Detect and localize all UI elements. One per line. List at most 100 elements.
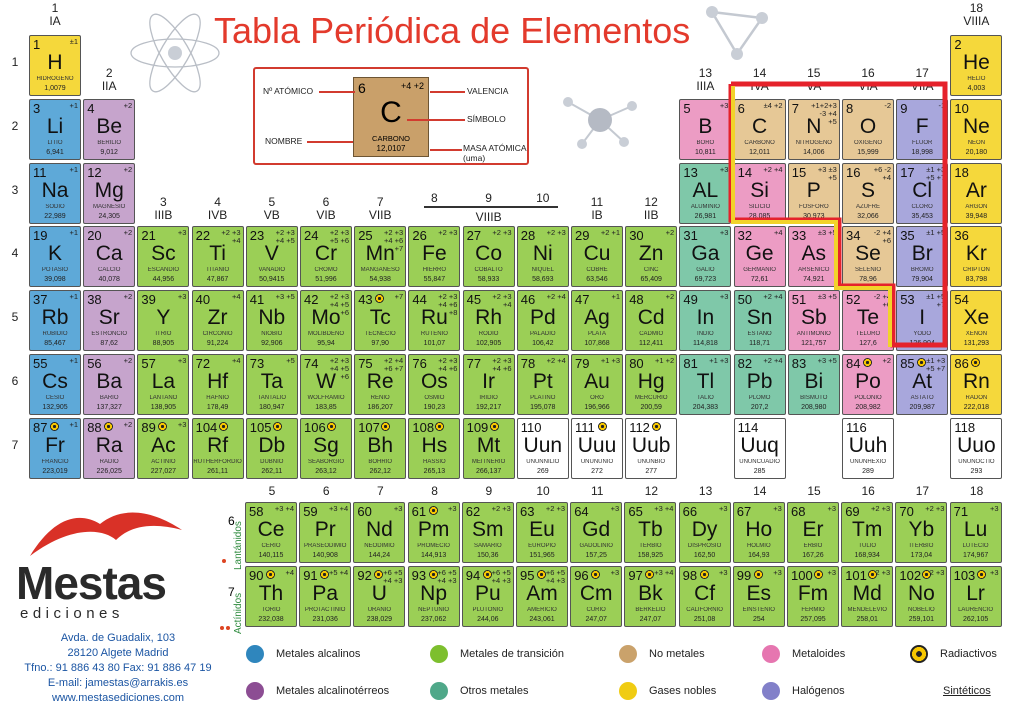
element-he[interactable]: 2 He HELIO 4,003: [950, 35, 1003, 96]
element-co[interactable]: 27 +2 +3 Co COBALTO 58,933: [462, 226, 515, 288]
element-ti[interactable]: 22 +2 +3 +4 Ti TITANIO 47,867: [191, 226, 244, 288]
element-w[interactable]: 74 +2 +3 +4 +5 +6 W WOLFRAMIO 183,85: [300, 354, 352, 415]
element-cs[interactable]: 55 +1 Cs CESIO 132,905: [29, 354, 81, 415]
element-ne[interactable]: 10 Ne NEÓN 20,180: [950, 98, 1003, 160]
element-au[interactable]: 79 +1 +3 Au ORO 196,966: [571, 354, 623, 415]
element-nd[interactable]: 60 +3 Nd NEODIMIO 144,24: [353, 502, 406, 563]
element-bi[interactable]: 83 +3 +5 Bi BISMUTO 208,980: [787, 354, 840, 415]
element-h[interactable]: 1 ±1 H HIDRÓGENO 1,0079: [29, 35, 81, 96]
element-pr[interactable]: 59 +3 +4 Pr PRASEODIMIO 140,908: [299, 502, 352, 563]
element-k[interactable]: 19 +1 K POTASIO 39,098: [29, 226, 81, 288]
element-hs[interactable]: 108 Hs HASSIO 265,13: [408, 417, 461, 479]
element-cr[interactable]: 24 +2 +3 +5 +6 Cr CROMO 51,996: [300, 226, 352, 288]
element-cf[interactable]: 98 +3 Cf CALIFORNIO 251,08: [678, 566, 731, 627]
element-ta[interactable]: 73 +5 Ta TANTALIO 180,947: [245, 354, 298, 415]
element-tm[interactable]: 69 +2 +3 Tm TULIO 168,934: [841, 502, 894, 563]
element-i[interactable]: 53 ±1 +5 +7 I YODO 126,904: [896, 290, 949, 352]
element-yb[interactable]: 70 +2 +3 Yb ITERBIO 173,04: [895, 502, 948, 563]
element-bh[interactable]: 107 Bh BOHRIO 262,12: [354, 417, 407, 479]
element-am[interactable]: 95 +6 +5 +4 +3 Am AMERICIO 243,061: [516, 566, 568, 627]
element-mo[interactable]: 42 +2 +3 +4 +5 +6 Mo MOLIBDENO 95,94: [300, 290, 352, 352]
element-re[interactable]: 75 +2 +4 +6 +7 Re RENIO 186,207: [354, 354, 407, 415]
element-uub[interactable]: 112 Uub UNUNBIO 277: [625, 417, 678, 479]
element-tl[interactable]: 81 +1 +3 Tl TALIO 204,383: [679, 354, 732, 415]
element-ar[interactable]: 18 Ar ARGÓN 39,948: [950, 162, 1003, 224]
element-se[interactable]: 34 -2 +4 +6 Se SELENIO 78,96: [842, 226, 894, 288]
element-cd[interactable]: 48 +2 Cd CADMIO 112,411: [625, 290, 678, 352]
element-sn[interactable]: 50 +2 +4 Sn ESTAÑO 118,71: [733, 290, 786, 352]
element-th[interactable]: 90 +4 Th TORIO 232,038: [245, 566, 297, 627]
element-rb[interactable]: 37 +1 Rb RUBIDIO 85,467: [29, 290, 81, 352]
element-f[interactable]: 9 -1 F FLÚOR 18,998: [896, 98, 949, 160]
element-ge[interactable]: 32 +4 Ge GERMANIO 72,61: [733, 226, 786, 288]
element-be[interactable]: 4 +2 Be BERILIO 9,012: [83, 98, 136, 160]
element-pu[interactable]: 94 +6 +5 +4 +3 Pu PLUTONIO 244,06: [461, 566, 514, 627]
element-kr[interactable]: 36 Kr Criptón 83,798: [950, 226, 1003, 288]
element-uuu[interactable]: 111 Uuu UNUNUNIO 272: [571, 417, 623, 479]
element-rf[interactable]: 104 Rf RUTHERFORDIO 261,11: [191, 417, 244, 479]
element-pt[interactable]: 78 +2 +4 Pt PLATINO 195,078: [516, 354, 569, 415]
element-ag[interactable]: 47 +1 Ag PLATA 107,868: [571, 290, 623, 352]
element-ca[interactable]: 20 +2 Ca CALCIO 40,078: [83, 226, 136, 288]
element-mn[interactable]: 25 +2 +3 +4 +6 +7 Mn MANGANESO 54,938: [354, 226, 407, 288]
element-uuo[interactable]: 118 Uuo UNUNOCTIO 293: [950, 417, 1003, 479]
element-c[interactable]: 6 ±4 +2 C CARBONO 12,011: [733, 98, 786, 160]
element-hf[interactable]: 72 +4 Hf HAFNIO 178,49: [191, 354, 244, 415]
element-np[interactable]: 93 +6 +5 +4 +3 Np NEPTUNIO 237,062: [407, 566, 460, 627]
element-uuq[interactable]: 114 Uuq UNUNCUADIO 285: [733, 417, 786, 479]
element-ir[interactable]: 77 +2 +3 +4 +6 Ir IRIDIO 192,217: [462, 354, 515, 415]
element-hg[interactable]: 80 +1 +2 Hg MERCURIO 200,59: [625, 354, 678, 415]
element-fm[interactable]: 100 +3 Fm FERMIO 257,095: [787, 566, 839, 627]
element-mt[interactable]: 109 Mt MEITNERIO 266,137: [462, 417, 515, 479]
element-b[interactable]: 5 +3 B BORO 10,811: [679, 98, 732, 160]
element-sc[interactable]: 21 +3 Sc ESCANDIO 44,956: [137, 226, 190, 288]
element-fr[interactable]: 87 +1 Fr FRANCIO 223,019: [29, 417, 81, 479]
element-as[interactable]: 33 ±3 +5 As ARSÉNICO 74,921: [787, 226, 840, 288]
element-s[interactable]: 16 +6 -2 +4 S AZUFRE 32,066: [842, 162, 894, 224]
element-po[interactable]: 84 +2 Po POLONIO 208,982: [842, 354, 894, 415]
element-rh[interactable]: 45 +2 +3 +4 Rh RODIO 102,905: [462, 290, 515, 352]
element-n[interactable]: 7 +1+2+3 -3 +4 +5 N NITRÓGENO 14,006: [787, 98, 840, 160]
element-br[interactable]: 35 ±1 +5 Br BROMO 79,904: [896, 226, 949, 288]
element-es[interactable]: 99 +3 Es EINSTENIO 254: [732, 566, 785, 627]
element-pa[interactable]: 91 +5 +4 Pa PROTACTINIO 231,036: [299, 566, 352, 627]
element-si[interactable]: 14 +2 +4 Si SILICIO 28,085: [733, 162, 786, 224]
element-dy[interactable]: 66 +3 Dy DISPROSIO 162,50: [678, 502, 731, 563]
element-zr[interactable]: 40 +4 Zr CIRCONIO 91,224: [191, 290, 244, 352]
element-sm[interactable]: 62 +2 +3 Sm SAMARIO 150,36: [461, 502, 514, 563]
element-pb[interactable]: 82 +2 +4 Pb PLOMO 207,2: [733, 354, 786, 415]
element-ra[interactable]: 88 +2 Ra RADIO 226,025: [83, 417, 136, 479]
element-la[interactable]: 57 +3 La LANTANO 138,905: [137, 354, 190, 415]
element-gd[interactable]: 64 +3 Gd GADOLINIO 157,25: [570, 502, 623, 563]
element-cl[interactable]: 17 ±1 +3 +5 +7 Cl CLORO 35,453: [896, 162, 949, 224]
element-na[interactable]: 11 +1 Na SODIO 22,989: [29, 162, 81, 224]
element-cm[interactable]: 96 +3 Cm CURIO 247,07: [570, 566, 623, 627]
element-md[interactable]: 101 +2 +3 Md MENDELEVIO 258,01: [841, 566, 894, 627]
element-ho[interactable]: 67 +3 Ho HOLMIO 164,93: [732, 502, 785, 563]
element-te[interactable]: 52 -2 +4 +6 Te TELURO 127,6: [842, 290, 894, 352]
element-p[interactable]: 15 +3 ±3 +5 P FÓSFORO 30,973: [787, 162, 840, 224]
element-fe[interactable]: 26 +2 +3 Fe HIERRO 55,847: [408, 226, 461, 288]
element-nb[interactable]: 41 +3 +5 Nb NIOBIO 92,906: [245, 290, 298, 352]
element-ba[interactable]: 56 +2 Ba BARIO 137,327: [83, 354, 136, 415]
element-lr[interactable]: 103 +3 Lr LAURENCIO 262,105: [949, 566, 1002, 627]
element-cu[interactable]: 29 +2 +1 Cu COBRE 63,546: [571, 226, 623, 288]
element-db[interactable]: 105 Db DUBNIO 262,11: [245, 417, 298, 479]
element-lu[interactable]: 71 +3 Lu LUTECIO 174,967: [949, 502, 1002, 563]
element-os[interactable]: 76 +2 +3 +4 +6 Os OSMIO 190,23: [408, 354, 461, 415]
element-ac[interactable]: 89 +3 Ac ACTINIO 227,027: [137, 417, 190, 479]
element-no[interactable]: 102 +2 +3 No NOBELIO 259,101: [895, 566, 948, 627]
element-bk[interactable]: 97 +3 +4 Bk BERKELIO 247,07: [624, 566, 677, 627]
element-o[interactable]: 8 -2 O OXÍGENO 15,999: [842, 98, 894, 160]
element-er[interactable]: 68 +3 Er ERBIO 167,26: [787, 502, 839, 563]
element-li[interactable]: 3 +1 Li LITIO 6,941: [29, 98, 81, 160]
element-rn[interactable]: 86 Rn Radón 222,018: [950, 354, 1003, 415]
element-tb[interactable]: 65 +3 +4 Tb TERBIO 158,925: [624, 502, 677, 563]
element-mg[interactable]: 12 +2 Mg MAGNESIO 24,305: [83, 162, 136, 224]
element-ga[interactable]: 31 +3 Ga GALIO 69,723: [679, 226, 732, 288]
element-u[interactable]: 92 +6 +5 +4 +3 U URANIO 238,029: [353, 566, 406, 627]
element-eu[interactable]: 63 +2 +3 Eu EUROPIO 151,965: [516, 502, 568, 563]
element-tc[interactable]: 43 +7 Tc TECNECIO 97,90: [354, 290, 407, 352]
element-in[interactable]: 49 +3 In INDIO 114,818: [679, 290, 732, 352]
element-sg[interactable]: 106 Sg SEABORGIO 263,12: [300, 417, 352, 479]
